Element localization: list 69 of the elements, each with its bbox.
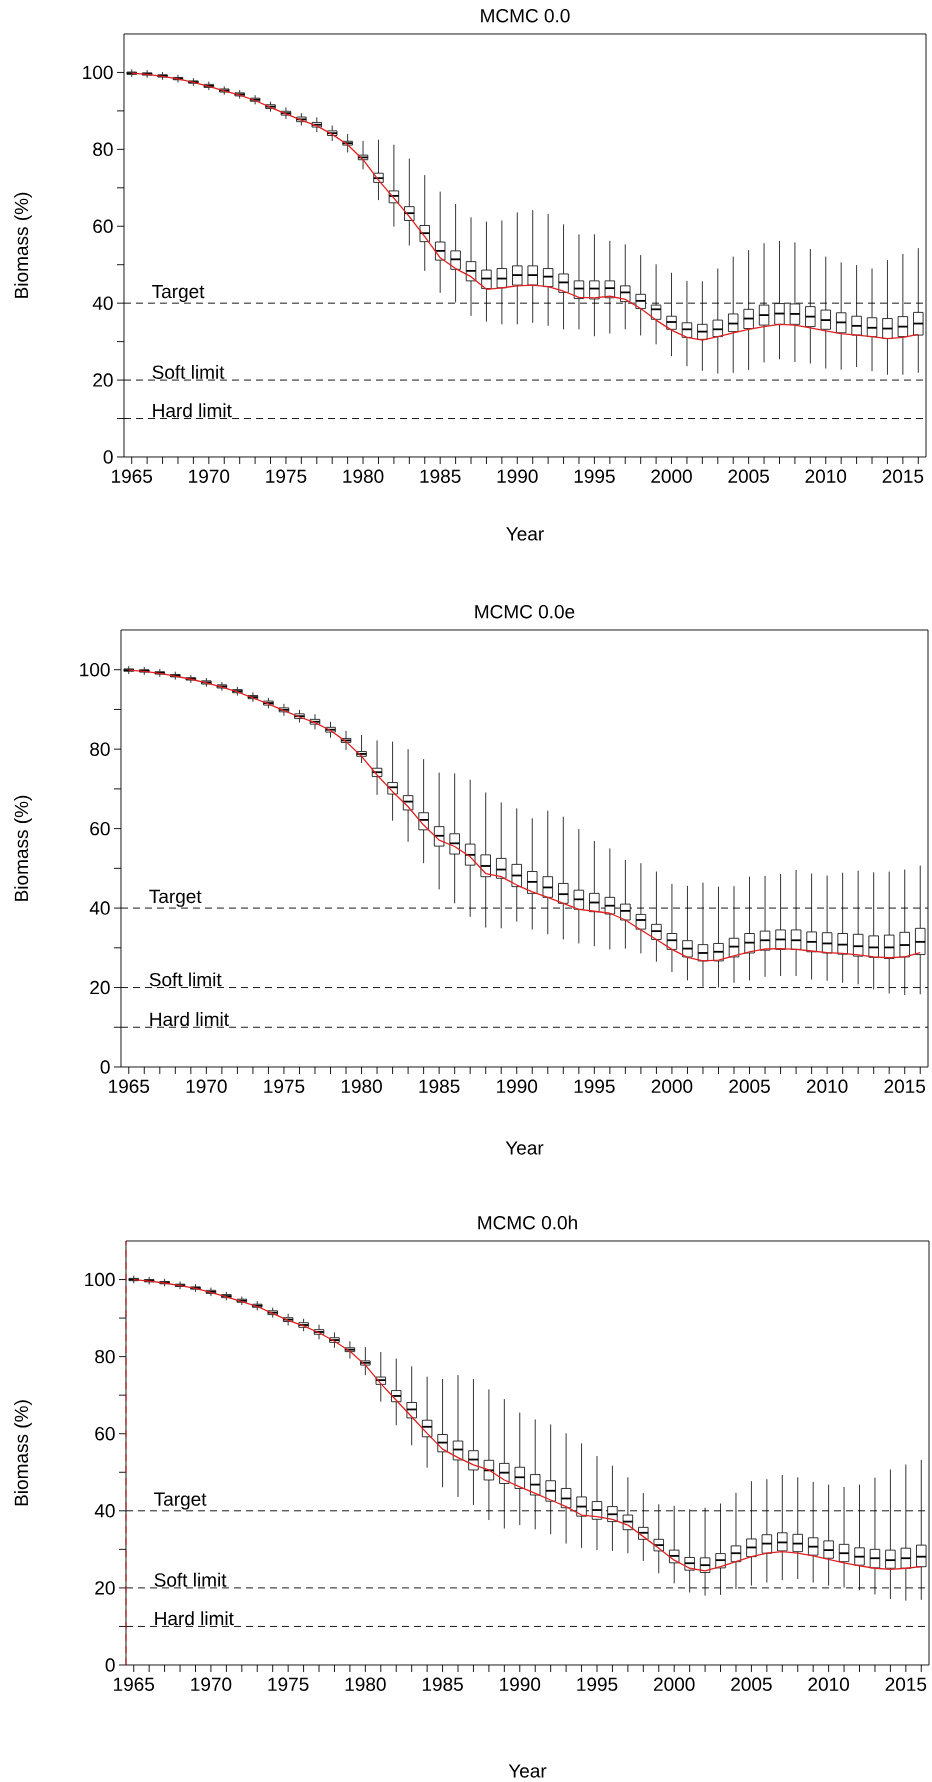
x-tick-label: 2015 — [884, 1079, 926, 1093]
y-tick-label: 60 — [95, 1426, 115, 1441]
ref-line-label: Hard limit — [155, 1611, 234, 1626]
y-tick-label: 80 — [93, 142, 113, 157]
ref-line-label: Target — [149, 889, 202, 907]
y-tick-label: 0 — [105, 1658, 115, 1672]
y-tick-label: 100 — [83, 65, 113, 80]
x-tick-label: 2015 — [885, 1677, 927, 1691]
ref-line-label: Soft limit — [152, 364, 225, 379]
y-tick-label: 100 — [85, 1272, 115, 1287]
ref-line-label: Hard limit — [150, 1012, 229, 1027]
x-axis-title: Year — [505, 1141, 544, 1155]
x-tick-label: 1995 — [574, 1079, 615, 1093]
y-tick-label: 80 — [95, 1349, 115, 1364]
x-tick-label: 1985 — [419, 1079, 460, 1093]
x-tick-label: 2010 — [805, 469, 847, 483]
x-tick-label: 1985 — [422, 1677, 463, 1691]
y-axis-title: Biomass (%) — [14, 795, 32, 901]
y-tick-label: 0 — [100, 1060, 110, 1074]
x-tick-label: 1990 — [497, 469, 538, 483]
x-tick-label: 2005 — [729, 1079, 770, 1093]
y-tick-label: 60 — [90, 821, 110, 836]
x-tick-label: 1965 — [112, 469, 153, 483]
x-tick-label: 1980 — [343, 469, 384, 483]
x-axis-title: Year — [506, 527, 544, 541]
x-tick-label: 2015 — [882, 469, 924, 483]
x-tick-label: 2010 — [806, 1079, 848, 1093]
x-tick-label: 1970 — [189, 469, 230, 483]
x-tick-label: 1990 — [500, 1677, 541, 1691]
y-tick-label: 20 — [93, 373, 113, 387]
x-axis-title: Year — [508, 1764, 547, 1778]
y-tick-label: 80 — [90, 742, 110, 756]
y-tick-label: 40 — [92, 296, 113, 310]
x-tick-label: 1965 — [114, 1677, 155, 1691]
x-tick-label: 1985 — [420, 469, 461, 483]
ref-line-label: Target — [154, 1492, 207, 1510]
y-tick-label: 0 — [103, 450, 113, 464]
ref-line-label: Target — [152, 284, 205, 302]
x-tick-label: 2005 — [731, 1677, 772, 1691]
x-tick-label: 1995 — [574, 469, 615, 483]
ref-line-label: Hard limit — [153, 403, 232, 418]
x-tick-label: 2010 — [808, 1677, 849, 1691]
x-tick-label: 1965 — [109, 1079, 150, 1093]
x-tick-label: 2000 — [651, 1079, 693, 1093]
x-tick-label: 1970 — [191, 1677, 232, 1691]
y-axis-title: Biomass (%) — [14, 1400, 32, 1506]
y-tick-label: 100 — [80, 662, 110, 677]
x-tick-label: 1975 — [264, 1079, 305, 1093]
x-tick-label: 2000 — [651, 469, 692, 483]
chart-title: MCMC 0.0h — [478, 1215, 577, 1230]
x-tick-label: 1970 — [186, 1079, 227, 1093]
y-tick-label: 20 — [95, 1581, 115, 1595]
x-tick-label: 2000 — [654, 1677, 695, 1691]
x-tick-label: 1975 — [268, 1677, 309, 1691]
ref-line-label: Soft limit — [149, 972, 222, 987]
x-tick-label: 2005 — [728, 469, 769, 483]
y-tick-label: 40 — [94, 1504, 115, 1518]
y-tick-label: 20 — [90, 980, 110, 995]
y-tick-label: 40 — [89, 901, 110, 915]
x-tick-label: 1980 — [341, 1079, 382, 1093]
y-tick-label: 60 — [93, 219, 113, 233]
x-tick-label: 1990 — [497, 1079, 538, 1093]
x-tick-label: 1975 — [266, 469, 307, 483]
ref-line-label: Soft limit — [154, 1572, 227, 1587]
x-tick-label: 1980 — [345, 1677, 386, 1691]
y-axis-title: Biomass (%) — [14, 192, 32, 298]
x-tick-label: 1995 — [577, 1677, 618, 1691]
chart-title: MCMC 0.0e — [475, 605, 575, 619]
chart-title: MCMC 0.0 — [481, 8, 570, 23]
